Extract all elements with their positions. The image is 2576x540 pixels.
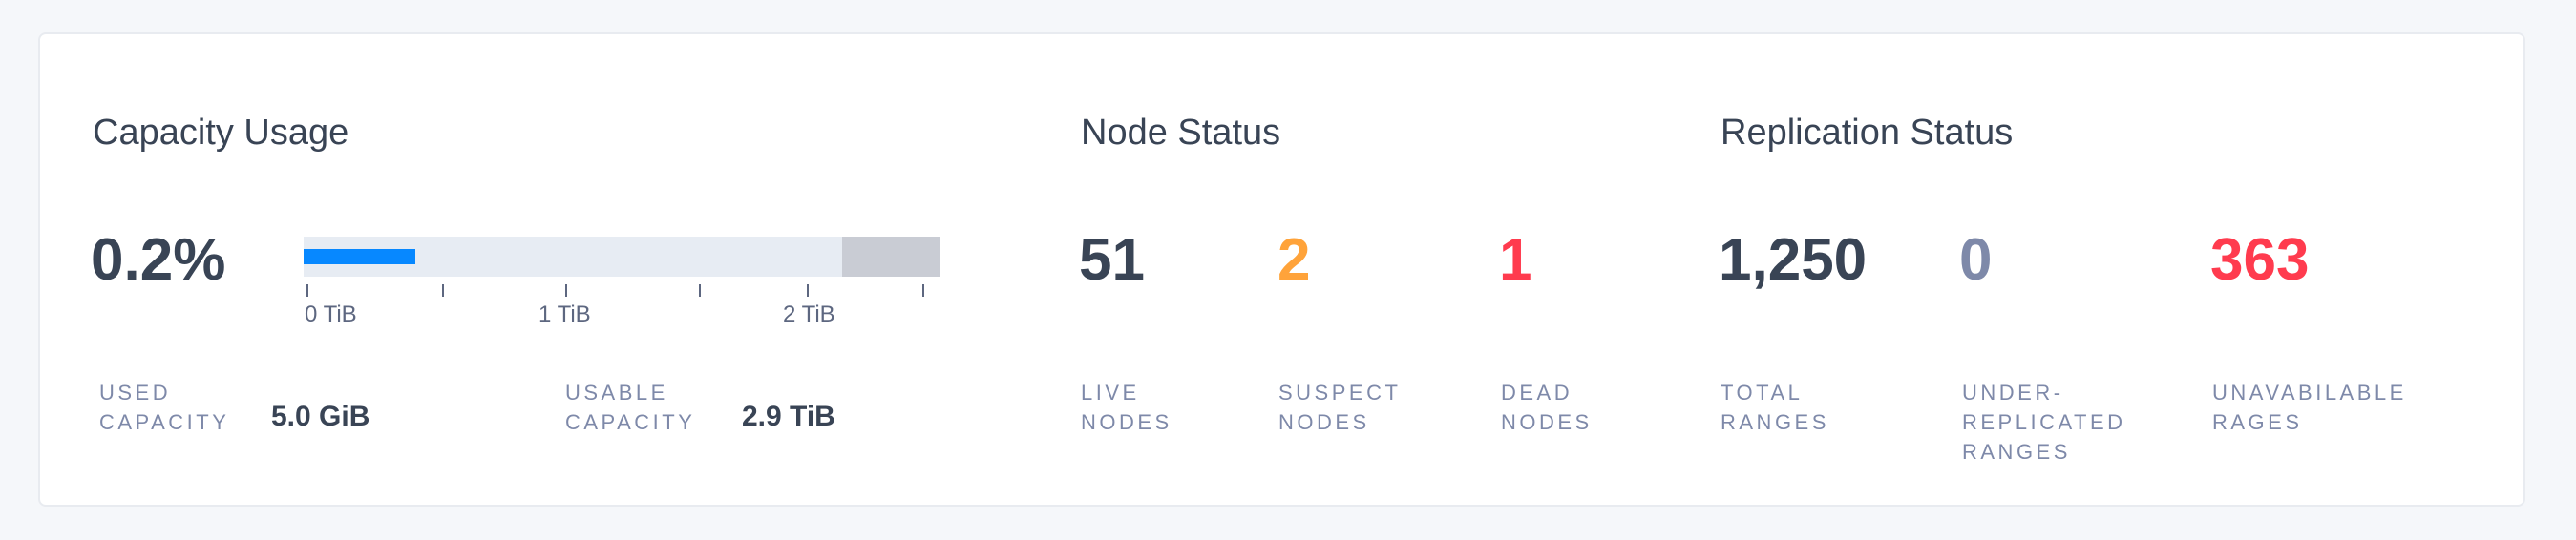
- axis-tick: [699, 284, 701, 297]
- total-ranges-label: TOTAL RANGES: [1721, 381, 1829, 434]
- live-nodes-value: 51: [1079, 227, 1145, 293]
- axis-tick-label: 2 TiB: [783, 301, 835, 327]
- dead-nodes-label: DEAD NODES: [1501, 381, 1593, 434]
- live-nodes-label: LIVE NODES: [1081, 381, 1172, 434]
- capacity-bar: [304, 237, 940, 277]
- unavailable-ranges-value: 363: [2210, 227, 2310, 293]
- dead-nodes-value: 1: [1499, 227, 1532, 293]
- axis-tick-label: 0 TiB: [305, 301, 357, 327]
- axis-tick: [442, 284, 444, 297]
- suspect-nodes-label: SUSPECT NODES: [1278, 381, 1402, 434]
- usable-capacity-value: 2.9 TiB: [742, 401, 835, 432]
- axis-tick: [807, 284, 809, 297]
- total-ranges-value: 1,250: [1719, 227, 1868, 293]
- axis-tick-label: 1 TiB: [538, 301, 591, 327]
- capacity-bar-reserved: [842, 237, 940, 277]
- under-replicated-label: UNDER- REPLICATED RANGES: [1962, 381, 2126, 464]
- capacity-usage-title: Capacity Usage: [93, 113, 349, 153]
- used-capacity-label: USED CAPACITY: [99, 381, 230, 434]
- usable-capacity-label: USABLE CAPACITY: [565, 381, 696, 434]
- capacity-bar-used: [304, 249, 415, 264]
- under-replicated-value: 0: [1959, 227, 1993, 293]
- unavailable-ranges-label: UNAVABILABLE RAGES: [2212, 381, 2407, 434]
- suspect-nodes-value: 2: [1277, 227, 1311, 293]
- replication-status-title: Replication Status: [1721, 113, 2014, 153]
- capacity-percent: 0.2%: [91, 227, 226, 293]
- axis-tick: [922, 284, 924, 297]
- axis-tick: [565, 284, 567, 297]
- node-status-title: Node Status: [1081, 113, 1281, 153]
- used-capacity-value: 5.0 GiB: [271, 401, 370, 432]
- axis-tick: [306, 284, 308, 297]
